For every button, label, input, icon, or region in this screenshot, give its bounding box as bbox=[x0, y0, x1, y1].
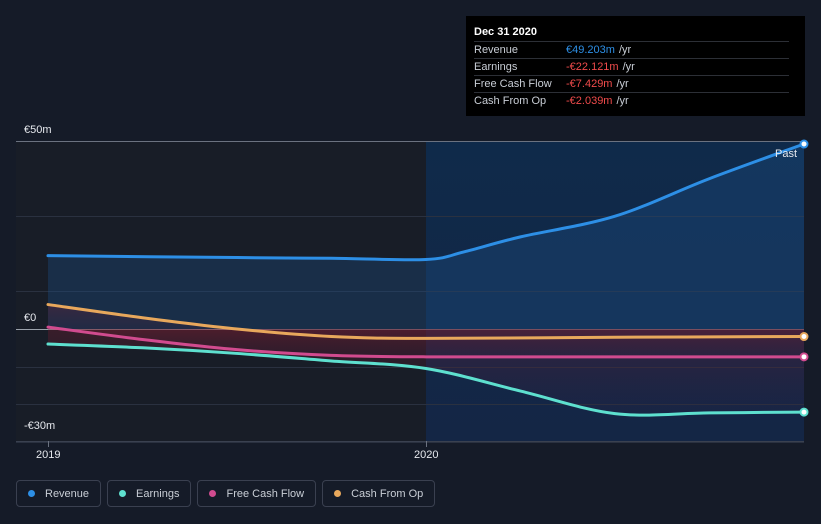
tooltip-label: Earnings bbox=[474, 61, 518, 73]
legend-label: Free Cash Flow bbox=[226, 487, 305, 500]
tooltip-unit: /yr bbox=[618, 44, 632, 56]
tooltip-value: -€2.039m bbox=[566, 95, 613, 107]
legend-item-revenue[interactable]: Revenue bbox=[16, 480, 102, 507]
legend-dot-icon bbox=[28, 490, 35, 497]
endpoint-cash-from-op bbox=[799, 332, 809, 342]
legend: Revenue Earnings Free Cash Flow Cash Fro… bbox=[16, 480, 436, 507]
x-tick-label: 2020 bbox=[414, 449, 438, 461]
series-line-free-cash-flow bbox=[46, 325, 806, 359]
legend-item-earnings[interactable]: Earnings bbox=[107, 480, 192, 507]
tooltip: Dec 31 2020 Revenue €49.203m /yr Earning… bbox=[466, 16, 805, 116]
tooltip-date: Dec 31 2020 bbox=[474, 26, 537, 38]
legend-dot-icon bbox=[334, 490, 342, 497]
tooltip-value: €49.203m bbox=[566, 44, 615, 56]
tooltip-row-cash-from-op: Cash From Op -€2.039m /yr bbox=[474, 92, 789, 109]
endpoint-free-cash-flow bbox=[799, 352, 809, 362]
endpoint-earnings bbox=[799, 407, 809, 417]
legend-dot-icon bbox=[209, 490, 217, 497]
x-tick-label: 2019 bbox=[36, 449, 60, 461]
legend-dot-icon bbox=[119, 490, 127, 497]
past-label: Past bbox=[775, 148, 797, 160]
tooltip-label: Free Cash Flow bbox=[474, 78, 552, 90]
endpoint-revenue bbox=[799, 139, 809, 149]
series-line-earnings bbox=[46, 342, 806, 417]
series-line-cash-from-op bbox=[46, 303, 806, 340]
legend-label: Cash From Op bbox=[351, 487, 424, 500]
tooltip-row-free-cash-flow: Free Cash Flow -€7.429m /yr bbox=[474, 75, 789, 92]
y-tick-label: €50m bbox=[24, 124, 52, 136]
y-tick-label: -€30m bbox=[24, 420, 55, 432]
legend-item-cash-from-op[interactable]: Cash From Op bbox=[322, 480, 436, 507]
tooltip-unit: /yr bbox=[622, 61, 635, 73]
tooltip-row-revenue: Revenue €49.203m /yr bbox=[474, 41, 789, 58]
tooltip-value: -€22.121m bbox=[566, 61, 619, 73]
tooltip-label: Cash From Op bbox=[474, 95, 547, 107]
legend-item-free-cash-flow[interactable]: Free Cash Flow bbox=[197, 480, 317, 507]
tooltip-unit: /yr bbox=[616, 95, 629, 107]
tooltip-unit: /yr bbox=[616, 78, 629, 90]
tooltip-row-earnings: Earnings -€22.121m /yr bbox=[474, 58, 789, 75]
legend-label: Revenue bbox=[45, 487, 90, 500]
chart: €50m €0 -€30m 2019 2020 Past bbox=[16, 124, 809, 461]
legend-label: Earnings bbox=[136, 487, 180, 500]
y-tick-label: €0 bbox=[24, 312, 36, 324]
series-line-revenue bbox=[46, 142, 806, 262]
tooltip-label: Revenue bbox=[474, 44, 519, 56]
area-cash-from-op bbox=[48, 304, 804, 339]
tooltip-value: -€7.429m bbox=[566, 78, 613, 90]
area-revenue bbox=[48, 144, 804, 329]
